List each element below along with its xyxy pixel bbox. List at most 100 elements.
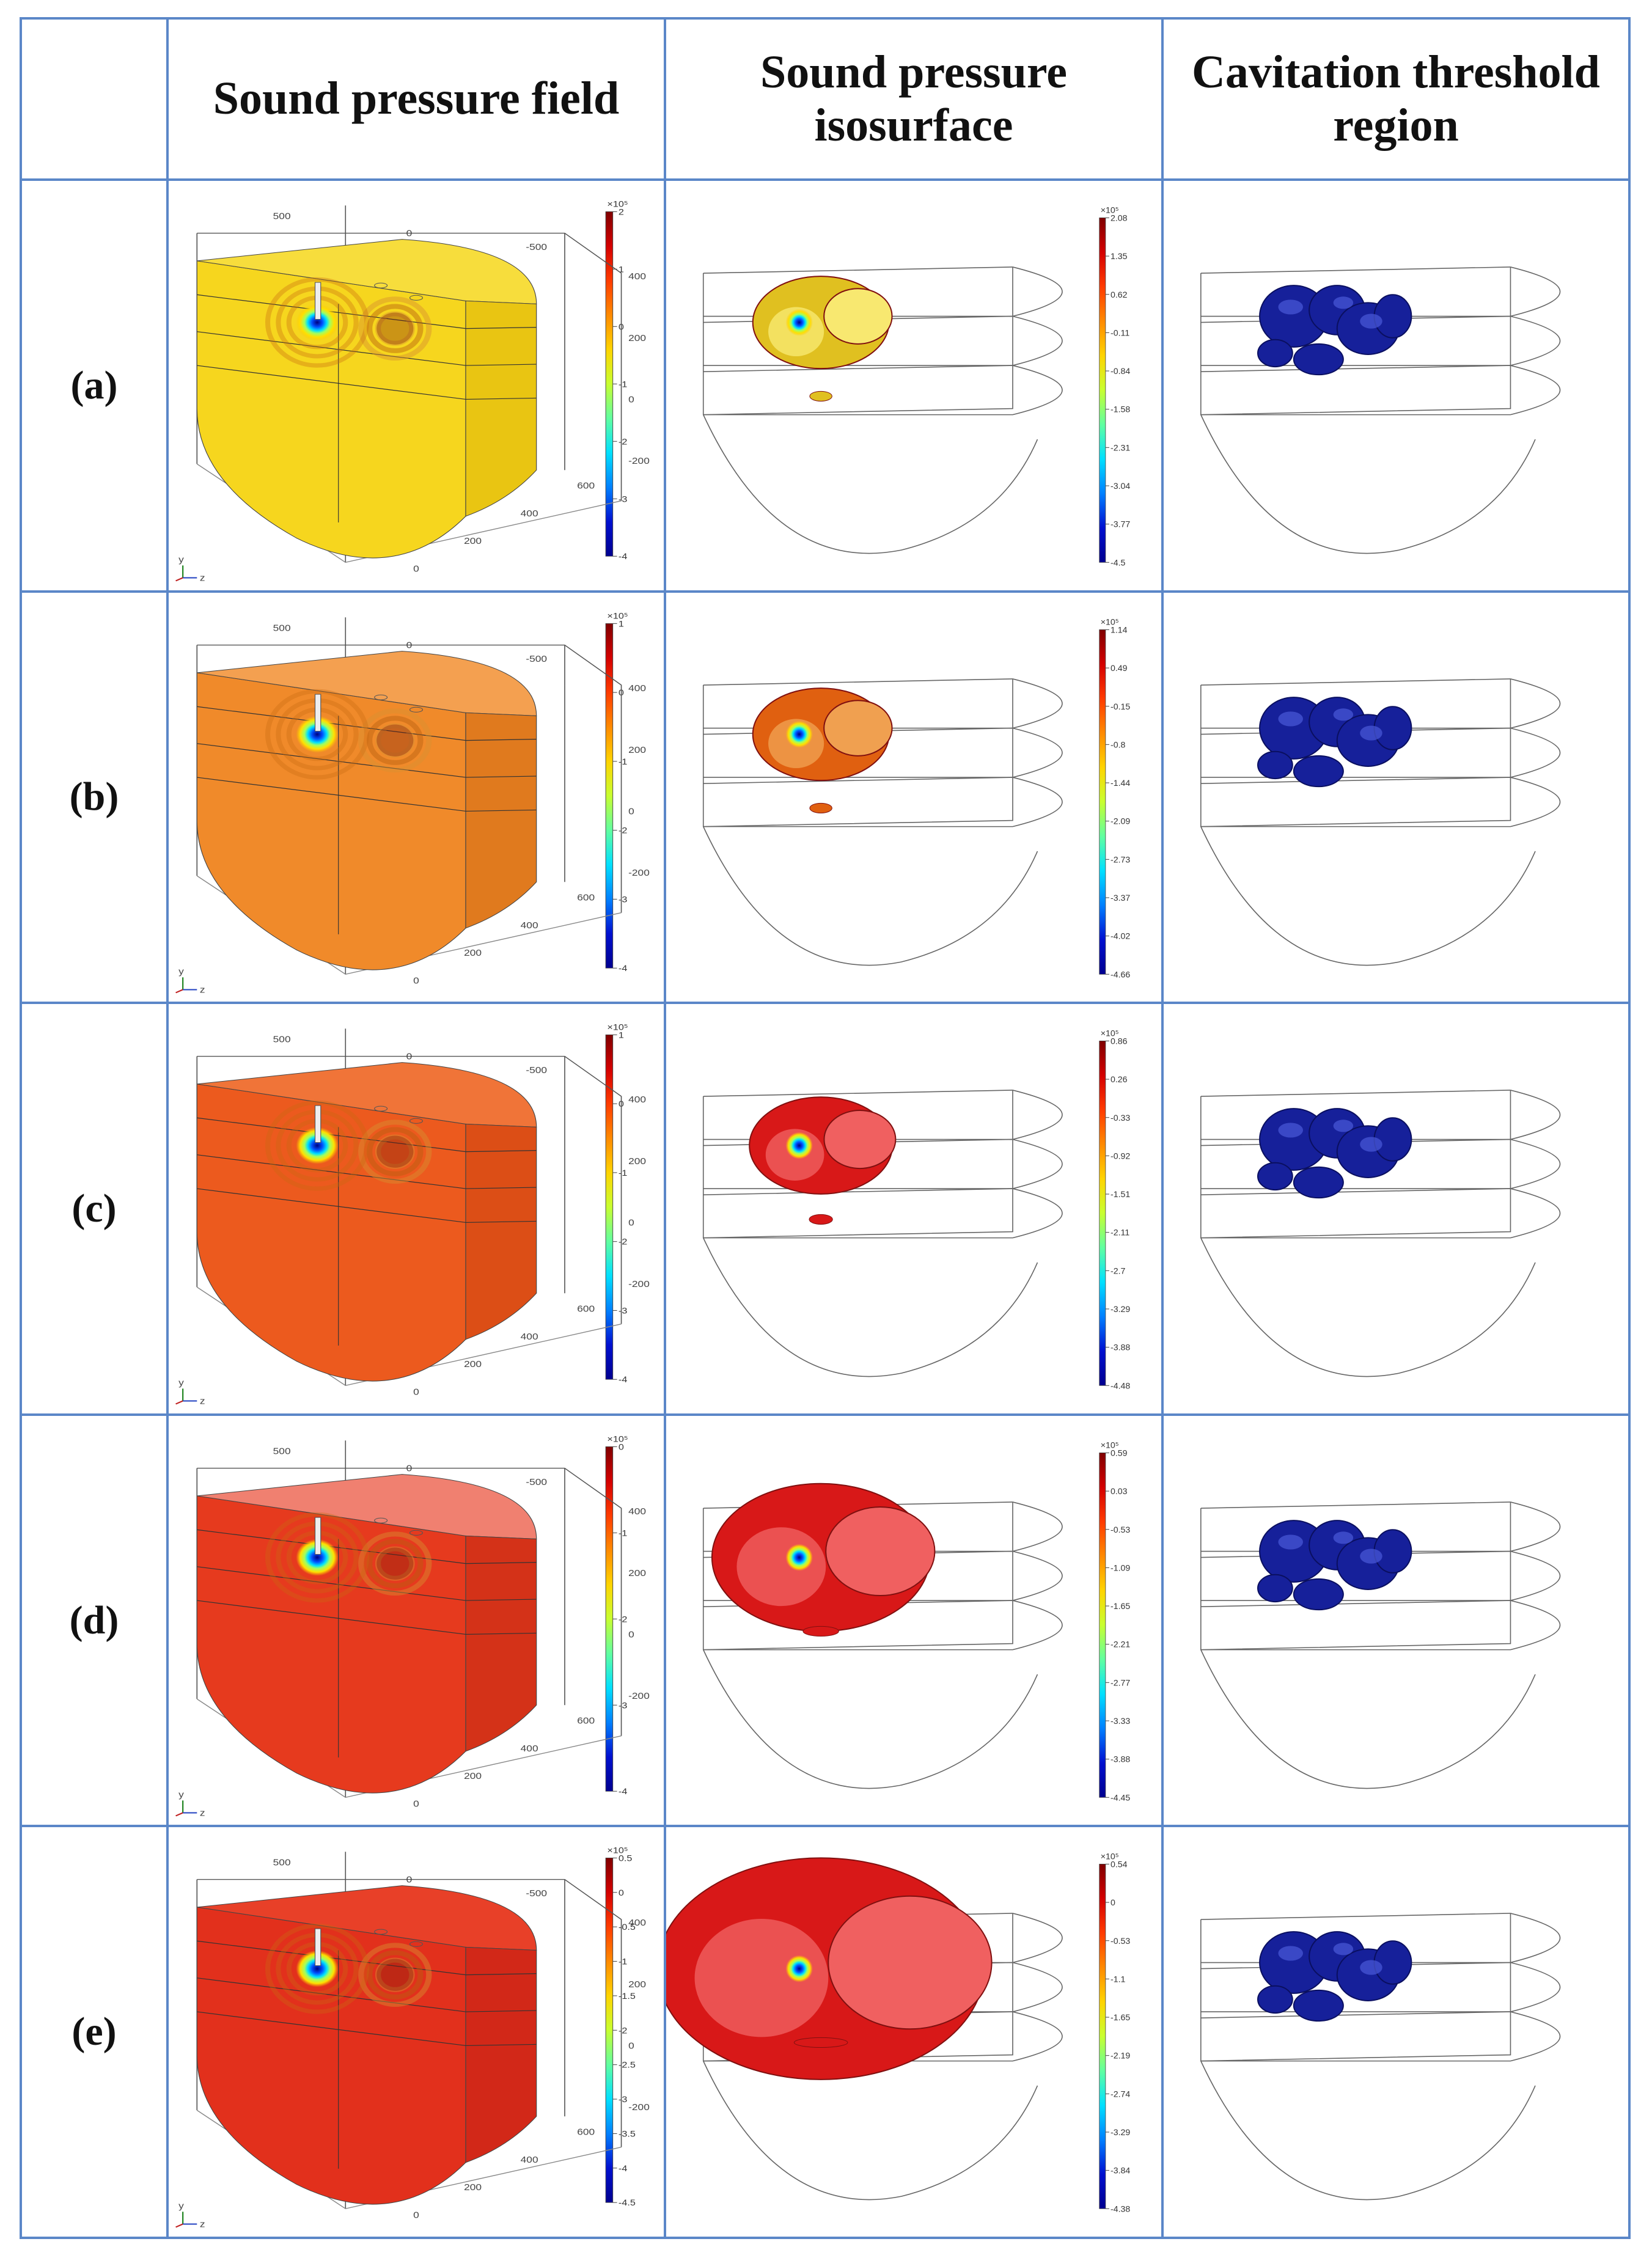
figure-table: Sound pressure field Sound pressure isos… (20, 17, 1631, 2239)
field-4-colorbar-label-3: -1 (619, 1957, 627, 1967)
row-label: (c) (20, 1002, 169, 1416)
iso-3-colorbar-label-7: -3.33 (1111, 1716, 1130, 1726)
field-0-colorbar-label-5: -3 (619, 494, 627, 504)
field-2-tick-top-1: 0 (406, 1052, 413, 1062)
field-3-tick-depth-3: 0 (413, 1798, 419, 1809)
field-0-tick-top-0: 500 (273, 211, 291, 221)
iso-0-colorbar-label-5: -1.58 (1111, 405, 1130, 414)
field-0-tick-depth-3: 0 (413, 563, 419, 574)
field-2-colorbar-label-5: -4 (619, 1375, 627, 1385)
iso-2-colorbar-label-3: -0.92 (1111, 1151, 1130, 1161)
cav-panel (1161, 178, 1631, 593)
cav-plot (1200, 1090, 1561, 1377)
iso-2-isosurface-blobs (749, 1096, 897, 1225)
field-panel: ×10⁵ 0.5 0 -0.5 -1 -1.5 -2 -2.5 -3 -3.5 -4 -4.5 500 0… (166, 1825, 666, 2239)
field-4-colorbar-label-9: -4 (619, 2164, 627, 2174)
field-1-tick-right-2: 0 (628, 806, 634, 816)
iso-1-colorbar-label-4: -1.44 (1111, 778, 1130, 788)
iso-3-colorbar-label-9: -4.45 (1111, 1792, 1130, 1802)
field-2-colorbar-label-2: -1 (619, 1168, 627, 1178)
field-3-colorbar-label-4: -4 (619, 1787, 627, 1797)
iso-2-colorbar-label-5: -2.11 (1111, 1228, 1129, 1237)
iso-0-colorbar-label-9: -4.5 (1111, 557, 1126, 567)
field-2-tick-top-2: -500 (526, 1065, 547, 1076)
field-1-tick-top-2: -500 (526, 653, 547, 664)
iso-panel: ×10⁵ 2.08 1.35 0.62 -0.11 -0.84 -1.58 -2.31 -3.0… (664, 178, 1164, 593)
field-4-tick-top-0: 500 (273, 1858, 291, 1868)
field-3-tick-depth-2: 200 (464, 1771, 482, 1781)
field-panel: ×10⁵ 1 0 -1 -2 -3 -4 500 0 -500 400 200 0 -200 600 400 2… (166, 1002, 666, 1416)
field-3-colorbar-label-3: -3 (619, 1701, 627, 1710)
iso-2-colorbar-label-6: -2.7 (1111, 1266, 1126, 1276)
iso-3-hemisphere-wireframe (702, 1501, 1063, 1789)
field-3-tick-right-2: 0 (628, 1629, 634, 1640)
field-4-solid-body (196, 1885, 537, 2205)
field-3-tick-depth-0: 600 (577, 1715, 595, 1726)
field-0-tick-right-1: 200 (628, 333, 646, 343)
iso-1-colorbar-exponent: ×10⁵ (1101, 617, 1119, 626)
field-1-pressure-rings (265, 689, 432, 780)
iso-2-colorbar-exponent: ×10⁵ (1101, 1028, 1119, 1038)
field-plot: ×10⁵210-1-2-3-45000-5004002000-200600400… (175, 199, 650, 583)
iso-2-colorbar-label-8: -3.88 (1111, 1343, 1130, 1352)
iso-0-colorbar-label-8: -3.77 (1111, 519, 1130, 529)
field-3-colorbar-label-0: 0 (619, 1442, 624, 1452)
field-1-tick-depth-0: 600 (577, 892, 595, 903)
iso-0-colorbar-exponent: ×10⁵ (1101, 205, 1119, 214)
cav-4-cavitation-blobs (1257, 1931, 1412, 2022)
field-2-colorbar-label-3: -2 (619, 1237, 627, 1247)
row-label: (e) (20, 1825, 169, 2239)
field-3-transducer-focus (296, 1539, 339, 1576)
iso-3-colorbar-label-6: -2.77 (1111, 1677, 1130, 1687)
column-header-isosurface: Sound pressure isosurface (664, 17, 1164, 181)
field-1-tick-depth-2: 200 (464, 948, 482, 958)
field-plot: ×10⁵0-1-2-3-45000-5004002000-20060040020… (175, 1434, 650, 1818)
iso-1-colorbar-label-5: -2.09 (1111, 816, 1130, 826)
field-1-tick-right-0: 400 (628, 683, 646, 694)
field-1-triad-y: y (178, 966, 185, 977)
iso-panel: ×10⁵ 1.14 0.49 -0.15 -0.8 -1.44 -2.09 -2.73 -3.3… (664, 590, 1164, 1005)
field-3-tick-right-1: 200 (628, 1568, 646, 1578)
field-3-tick-depth-1: 400 (521, 1743, 538, 1754)
iso-2-colorbar-label-0: 0.86 (1111, 1036, 1128, 1046)
iso-4-colorbar-label-4: -1.65 (1111, 2012, 1130, 2022)
field-2-tick-depth-3: 0 (413, 1387, 419, 1398)
field-4-colorbar-label-6: -2.5 (619, 2061, 636, 2070)
field-0-colorbar-label-0: 2 (619, 207, 624, 217)
field-3-tick-top-0: 500 (273, 1446, 291, 1456)
iso-2-colorbar-label-2: -0.33 (1111, 1113, 1130, 1123)
field-3-colorbar-label-1: -1 (619, 1528, 627, 1538)
field-4-colorbar-label-5: -2 (619, 2026, 627, 2036)
field-2-tick-right-1: 200 (628, 1156, 646, 1167)
field-3-axis-triad: yz (175, 1789, 205, 1818)
column-header-field: Sound pressure field (166, 17, 666, 181)
cav-2-cavitation-blobs (1257, 1108, 1412, 1199)
iso-1-colorbar-label-3: -0.8 (1111, 739, 1126, 749)
field-1-triad-z: z (200, 984, 205, 995)
field-2-axis-triad: yz (175, 1377, 205, 1406)
field-1-tick-top-0: 500 (273, 623, 291, 633)
field-1-axis-triad: yz (175, 966, 205, 995)
field-2-colorbar-label-0: 1 (619, 1030, 624, 1040)
row-label: (b) (20, 590, 169, 1005)
field-4-tick-depth-0: 600 (577, 2127, 595, 2138)
iso-0-colorbar-label-3: -0.11 (1111, 328, 1129, 337)
cav-3-hemisphere-wireframe (1200, 1501, 1561, 1789)
field-1-colorbar-label-5: -4 (619, 964, 627, 973)
field-0-colorbar-label-4: -2 (619, 437, 627, 447)
field-1-transducer-focus (296, 715, 339, 753)
iso-1-colorbar-label-2: -0.15 (1111, 701, 1130, 711)
row-label: (a) (20, 178, 169, 593)
cav-panel (1161, 590, 1631, 1005)
field-2-tick-depth-2: 200 (464, 1359, 482, 1369)
field-2-transducer-focus (296, 1127, 339, 1164)
corner-cell (20, 17, 169, 181)
iso-2-colorbar-label-1: 0.26 (1111, 1074, 1128, 1084)
iso-4-colorbar-exponent: ×10⁵ (1101, 1852, 1119, 1861)
field-4-axis-triad: yz (175, 2201, 205, 2230)
field-0-colorbar-exponent: ×10⁵ (607, 199, 628, 209)
